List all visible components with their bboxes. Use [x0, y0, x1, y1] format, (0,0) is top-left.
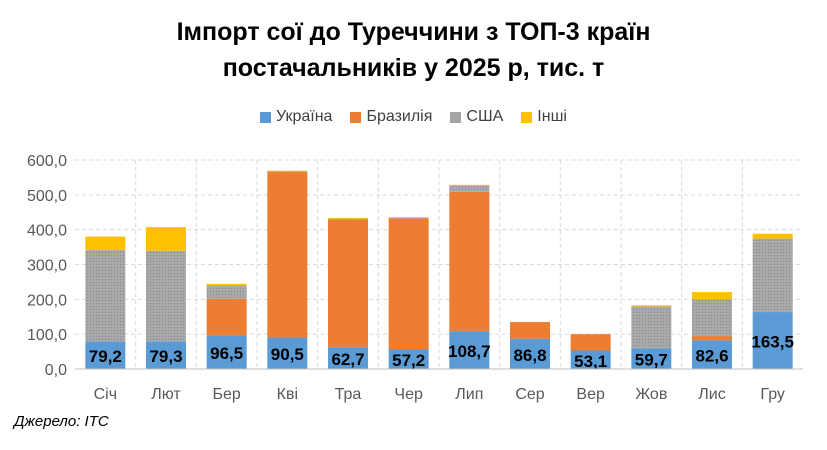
chart-title-line-1: Імпорт сої до Туреччини з ТОП-3 країн: [176, 18, 651, 46]
bar-segment: [388, 217, 429, 218]
data-label: 53,1: [574, 352, 607, 371]
bar-segment: [692, 299, 732, 337]
legend-swatch: [521, 111, 533, 123]
bar-segment: [267, 337, 308, 369]
axes: 0,0 100,0 200,0 300,0 400,0 500,0 600,0 Січ Лют Б…: [27, 153, 803, 403]
bar-segment: [206, 285, 247, 299]
x-tick-label: Кві: [277, 386, 298, 403]
data-label: 59,7: [635, 351, 668, 370]
bar-segment: [631, 306, 672, 349]
data-label: 90,5: [271, 345, 304, 364]
y-tick-label: 100,0: [27, 327, 67, 344]
legend-item: Україна: [260, 108, 332, 126]
bar-segment: [85, 236, 126, 250]
x-tick-label: Бер: [213, 386, 241, 403]
y-tick-label: 300,0: [27, 258, 67, 275]
legend-label: Україна: [276, 108, 333, 125]
bar-segment: [692, 292, 732, 300]
x-tick-label: Сер: [515, 386, 544, 403]
chart-title-line-2: постачальників у 2025 р, тис. т: [222, 54, 605, 82]
bar-segment: [267, 171, 308, 173]
legend-item: Інші: [521, 108, 567, 126]
bar-segment: [388, 349, 429, 369]
bar-segment: [752, 233, 793, 239]
legend-label: США: [466, 108, 504, 125]
legend-swatch: [350, 111, 362, 123]
bar-segment: [449, 331, 490, 369]
bar-segment: [631, 305, 672, 307]
x-tick-label: Лип: [455, 386, 483, 403]
chart-title: Імпорт сої до Туреччини з ТОП-3 країн по…: [0, 14, 827, 86]
data-label: 96,5: [210, 344, 243, 363]
bar-segment: [146, 341, 186, 369]
bar-segment: [388, 217, 429, 219]
bar-segment: [146, 250, 186, 342]
x-tick-label: Гру: [760, 386, 784, 403]
y-tick-label: 600,0: [27, 153, 67, 170]
bar-segment: [267, 170, 308, 172]
x-tick-label: Лис: [698, 386, 725, 403]
data-label: 163,5: [751, 333, 794, 352]
grid: [75, 159, 803, 369]
x-tick-label: Жов: [635, 386, 667, 403]
y-tick-label: 400,0: [27, 223, 67, 240]
bar-segment: [692, 340, 732, 369]
bar-segment: [267, 172, 308, 338]
source-note: Джерело: ITC: [14, 413, 109, 430]
bars: 79,2 79,3 96,5 90,5 62,7 57,2 108,7 86,8 53,1 59,…: [85, 170, 794, 371]
bar-segment: [328, 217, 368, 219]
data-label: 86,8: [513, 346, 546, 365]
legend-item: США: [450, 108, 503, 126]
bar-segment: [328, 218, 368, 220]
x-tick-label: Вер: [576, 386, 605, 403]
bar-segment: [85, 341, 126, 369]
bar-segment: [328, 347, 368, 369]
bar-segment: [752, 312, 793, 369]
x-tick-label: Чер: [394, 386, 423, 403]
legend-label: Бразилія: [366, 108, 433, 125]
legend-swatch: [450, 111, 462, 123]
x-tick-label: Лют: [151, 386, 181, 403]
y-tick-label: 500,0: [27, 188, 67, 205]
legend: Україна Бразилія США Інші: [0, 108, 827, 126]
bar-segment: [692, 336, 732, 341]
data-label: 79,2: [89, 347, 122, 366]
data-label: 79,3: [149, 347, 182, 366]
bar-segment: [570, 334, 611, 351]
x-tick-label: Січ: [94, 386, 117, 403]
bar-segment: [388, 218, 429, 350]
bar-segment: [631, 348, 672, 369]
data-label: 82,6: [695, 347, 728, 366]
y-tick-label: 200,0: [27, 292, 67, 309]
data-label: 57,2: [392, 351, 425, 370]
bar-segment: [752, 238, 793, 313]
bar-segment: [328, 219, 368, 348]
x-tick-label: Тра: [335, 386, 362, 403]
bar-segment: [146, 227, 186, 251]
y-tick-label: 0,0: [45, 362, 67, 379]
legend-item: Бразилія: [350, 108, 432, 126]
bar-segment: [510, 322, 550, 339]
bar-segment: [449, 184, 490, 186]
legend-swatch: [260, 111, 272, 123]
bar-segment: [206, 298, 247, 336]
bar-segment: [85, 249, 126, 342]
bar-segment: [206, 335, 247, 369]
bar-segment: [449, 185, 490, 192]
bar-segment: [206, 283, 247, 286]
bar-segment: [570, 350, 611, 369]
data-label: 108,7: [448, 342, 491, 361]
legend-label: Інші: [537, 108, 567, 125]
bar-segment: [510, 338, 550, 369]
bar-segment: [449, 191, 490, 332]
data-label: 62,7: [331, 350, 364, 369]
